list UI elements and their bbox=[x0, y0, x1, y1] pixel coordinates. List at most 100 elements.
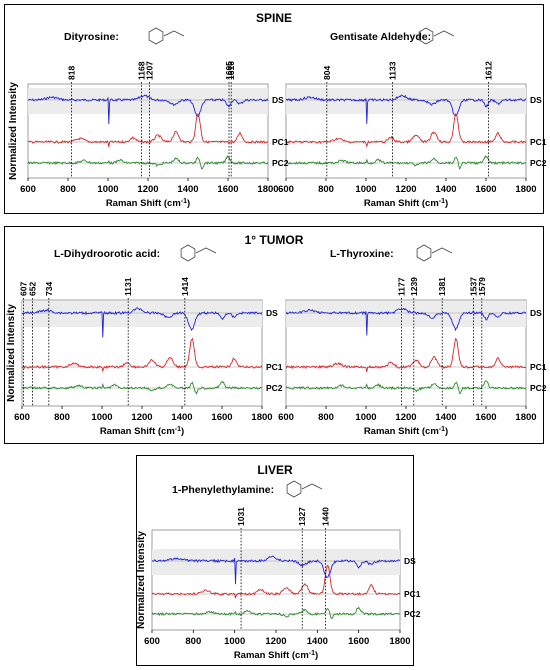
peak-label: 1579 bbox=[477, 277, 487, 296]
ds-band bbox=[286, 301, 526, 327]
y-axis-label: Normalized Intensity bbox=[8, 82, 19, 180]
spectrum-ds bbox=[21, 307, 263, 338]
peak-label: 607 bbox=[18, 282, 28, 296]
spectrum-pc2 bbox=[27, 155, 269, 170]
x-tick-label: 1000 bbox=[91, 412, 112, 423]
x-tick-label: 1600 bbox=[475, 412, 496, 423]
x-axis-label-end: ) bbox=[445, 426, 448, 437]
peak-label: 804 bbox=[322, 66, 332, 80]
x-tick-label: 1400 bbox=[171, 412, 192, 423]
peak-label: 818 bbox=[67, 66, 77, 80]
x-tick-label: 1200 bbox=[395, 184, 416, 195]
x-tick-label: 800 bbox=[318, 412, 334, 423]
spectrum-pc2 bbox=[151, 606, 401, 619]
x-tick-label: 1600 bbox=[475, 184, 496, 195]
x-tick-label: 1200 bbox=[265, 636, 286, 647]
ring bbox=[148, 27, 164, 45]
y-axis-label: Normalized Intensity bbox=[6, 304, 17, 402]
spectrum-pc2 bbox=[21, 380, 263, 395]
x-tick-label: 1000 bbox=[355, 184, 376, 195]
series-label-pc2: PC2 bbox=[530, 383, 547, 393]
series-label-ds: DS bbox=[530, 308, 542, 318]
x-tick-label: 1400 bbox=[307, 636, 328, 647]
molecule-structure bbox=[180, 244, 217, 262]
bond bbox=[433, 30, 455, 37]
series-label-pc1: PC1 bbox=[272, 137, 289, 147]
ring bbox=[286, 480, 302, 498]
x-tick-label: 800 bbox=[318, 184, 334, 195]
bond bbox=[301, 483, 323, 490]
ring bbox=[418, 27, 434, 45]
series-label-ds: DS bbox=[530, 95, 542, 105]
peak-label: 1168 bbox=[137, 61, 147, 80]
x-axis-label: Raman Shift (cm-1) bbox=[100, 426, 184, 438]
ring bbox=[180, 244, 196, 262]
x-axis-label-end: ) bbox=[445, 198, 448, 209]
series-label-ds: DS bbox=[266, 308, 278, 318]
x-tick-label: 800 bbox=[185, 636, 201, 647]
spectrum-ds bbox=[285, 94, 527, 124]
molecule-structure bbox=[286, 480, 323, 498]
peak-label: 1327 bbox=[297, 507, 307, 526]
x-axis-label: Raman Shift (cm-1) bbox=[234, 650, 318, 662]
x-axis-label-end: ) bbox=[187, 198, 190, 209]
series-label-ds: DS bbox=[404, 556, 416, 566]
x-tick-label: 1000 bbox=[355, 412, 376, 423]
spectrum-pc1 bbox=[285, 113, 527, 148]
peak-label: 1239 bbox=[409, 277, 419, 296]
series-label-pc1: PC1 bbox=[266, 362, 283, 372]
peak-label: 1612 bbox=[483, 61, 493, 80]
x-axis-label-sup: -1 bbox=[181, 198, 187, 205]
spectrum-ds bbox=[151, 555, 401, 585]
x-axis-label: Raman Shift (cm-1) bbox=[364, 426, 448, 438]
series-label-pc1: PC1 bbox=[404, 589, 421, 599]
peak-label: 734 bbox=[44, 282, 54, 296]
compound-name: Gentisate Aldehyde: bbox=[330, 31, 431, 43]
x-tick-label: 1000 bbox=[97, 184, 118, 195]
x-axis-label: Raman Shift (cm-1) bbox=[364, 198, 448, 210]
x-tick-label: 1200 bbox=[131, 412, 152, 423]
molecule-structure bbox=[148, 27, 185, 45]
peak-label: 1131 bbox=[123, 277, 133, 296]
panel-title: 1° TUMOR bbox=[245, 233, 304, 247]
peak-label: 1177 bbox=[396, 277, 406, 296]
peak-label: 1616 bbox=[226, 61, 236, 80]
bond bbox=[163, 30, 185, 37]
x-axis-label-end: ) bbox=[181, 426, 184, 437]
series-label-pc1: PC1 bbox=[530, 137, 547, 147]
x-tick-label: 600 bbox=[14, 412, 30, 423]
x-tick-label: 1400 bbox=[177, 184, 198, 195]
x-tick-label: 1400 bbox=[435, 412, 456, 423]
panel-title: LIVER bbox=[257, 463, 293, 477]
x-tick-label: 1600 bbox=[348, 636, 369, 647]
plot-area bbox=[151, 529, 401, 631]
panel-title: SPINE bbox=[256, 11, 292, 25]
x-axis-label-sup: -1 bbox=[309, 650, 315, 657]
series-label-pc2: PC2 bbox=[266, 383, 283, 393]
x-tick-label: 1400 bbox=[435, 184, 456, 195]
x-tick-label: 600 bbox=[278, 412, 294, 423]
spectrum-pc1 bbox=[27, 113, 269, 148]
peak-label: 1414 bbox=[180, 277, 190, 296]
x-axis-label-sup: -1 bbox=[439, 426, 445, 433]
series-label-pc2: PC2 bbox=[272, 158, 289, 168]
x-axis-label: Raman Shift (cm-1) bbox=[106, 198, 190, 210]
x-tick-label: 600 bbox=[278, 184, 294, 195]
peak-label: 1381 bbox=[437, 277, 447, 296]
x-tick-label: 1200 bbox=[395, 412, 416, 423]
ds-band bbox=[286, 88, 526, 114]
series-label-pc2: PC2 bbox=[530, 158, 547, 168]
x-tick-label: 1800 bbox=[389, 636, 410, 647]
compound-name: L-Dihydroorotic acid: bbox=[54, 248, 160, 260]
ds-band bbox=[22, 301, 262, 327]
peak-label: 1207 bbox=[144, 61, 154, 80]
peak-label: 652 bbox=[27, 282, 37, 296]
series-label-pc1: PC1 bbox=[530, 362, 547, 372]
x-tick-label: 1200 bbox=[137, 184, 158, 195]
peak-label: 1440 bbox=[321, 507, 331, 526]
molecule-structure bbox=[416, 244, 453, 262]
series-label-ds: DS bbox=[272, 95, 284, 105]
x-tick-label: 800 bbox=[54, 412, 70, 423]
x-tick-label: 1800 bbox=[515, 184, 536, 195]
x-axis-label-end: ) bbox=[315, 650, 318, 661]
